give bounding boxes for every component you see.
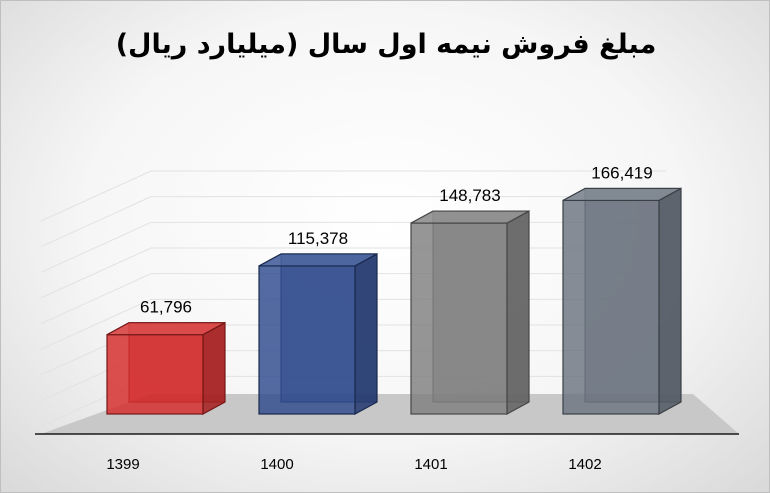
gridline xyxy=(40,170,666,222)
data-label-1401: 148,783 xyxy=(439,186,500,205)
bar-1400 xyxy=(258,252,378,416)
category-labels: 1399 1400 1401 1402 xyxy=(106,456,601,473)
bar-1399 xyxy=(106,321,226,416)
data-labels: 61,796 115,378 148,783 166,419 xyxy=(140,163,653,316)
category-label-1402: 1402 xyxy=(568,456,601,473)
data-label-1400: 115,378 xyxy=(288,229,348,248)
data-label-1399: 61,796 xyxy=(140,298,192,317)
bar-1402 xyxy=(562,187,682,416)
chart-title: مبلغ فروش نیمه اول سال (میلیارد ریال) xyxy=(115,29,657,60)
category-label-1401: 1401 xyxy=(414,456,447,473)
category-label-1400: 1400 xyxy=(260,456,293,473)
gridline xyxy=(40,196,666,248)
data-label-1402: 166,419 xyxy=(591,163,652,182)
category-label-1399: 1399 xyxy=(106,456,139,473)
bars xyxy=(106,187,682,416)
bar-1401 xyxy=(410,210,530,416)
